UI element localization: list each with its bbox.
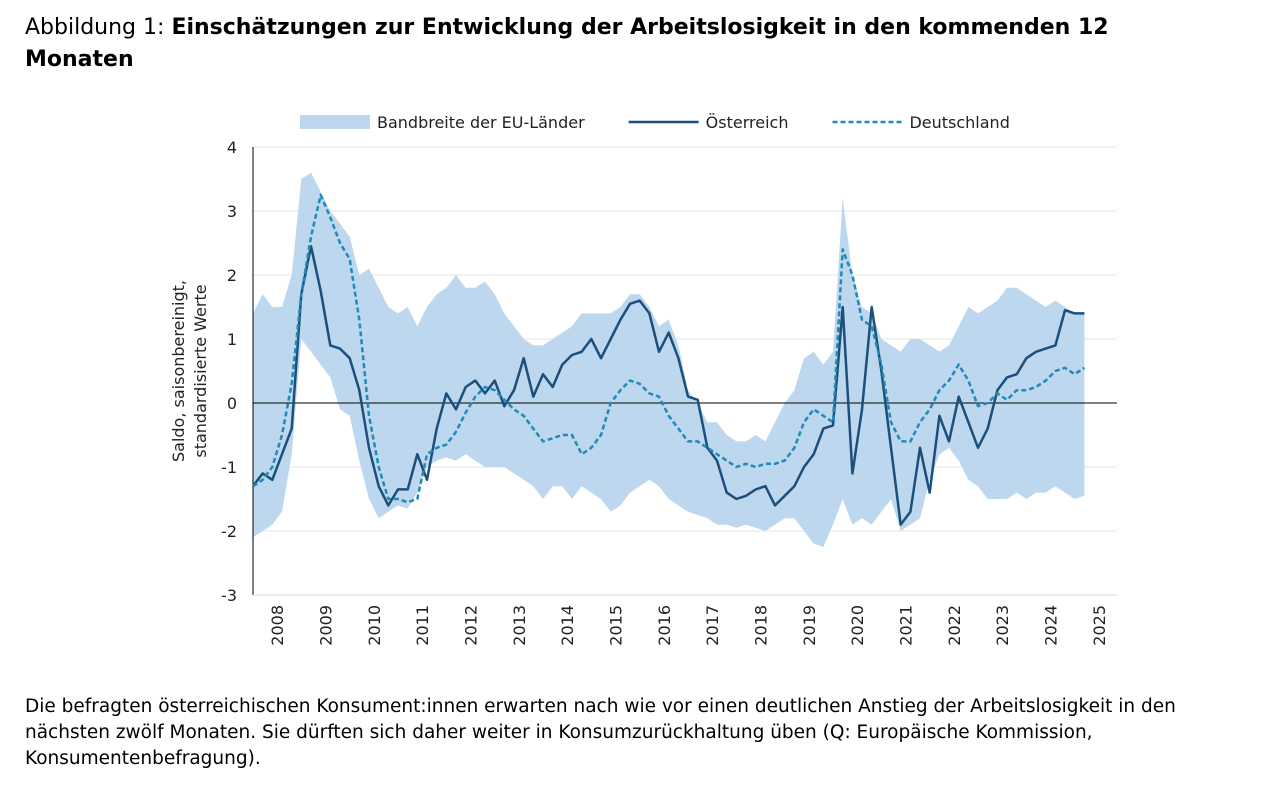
chart: -3 -2 -1 0 1 2 3 4 2008 2009 2010 2011 2012 2013 2014 2… xyxy=(169,113,1117,646)
y-tick-label: 0 xyxy=(227,394,237,413)
legend-label: Bandbreite der EU-Länder xyxy=(377,113,585,132)
x-tick-label: 2024 xyxy=(1042,605,1061,646)
title-prefix: Abbildung 1: xyxy=(25,15,165,40)
x-tick-label: 2014 xyxy=(558,605,577,646)
data-line xyxy=(252,244,1085,526)
x-tick-label: 2012 xyxy=(462,605,481,646)
y-tick-label: 3 xyxy=(227,202,237,221)
x-tick-label: 2022 xyxy=(945,605,964,646)
y-axis-label: Saldo, saisonbereinigt, xyxy=(169,280,188,462)
data-line xyxy=(252,193,1086,504)
x-tick-label: 2019 xyxy=(800,605,819,646)
x-tick-label: 2016 xyxy=(655,605,674,646)
x-tick-label: 2017 xyxy=(703,605,722,646)
legend-swatch xyxy=(300,115,370,129)
chart-title: Abbildung 1: Einschätzungen zur Entwickl… xyxy=(25,12,1215,76)
x-tick-label: 2021 xyxy=(897,605,916,646)
y-tick-label: 2 xyxy=(227,266,237,285)
legend-label: Österreich xyxy=(706,113,789,132)
x-tick-label: 2011 xyxy=(413,605,432,646)
x-tick-label: 2018 xyxy=(752,605,771,646)
y-tick-label: -2 xyxy=(221,522,237,541)
y-tick-label: -1 xyxy=(221,458,237,477)
y-tick-label: 4 xyxy=(227,138,237,157)
x-tick-label: 2009 xyxy=(317,605,336,646)
range-band xyxy=(253,172,1085,547)
x-tick-label: 2023 xyxy=(993,605,1012,646)
y-tick-label: -3 xyxy=(221,586,237,605)
y-tick-label: 1 xyxy=(227,330,237,349)
caption: Die befragten österreichischen Konsument… xyxy=(25,696,1176,769)
x-tick-label: 2025 xyxy=(1090,605,1109,646)
x-tick-label: 2020 xyxy=(848,605,867,646)
x-tick-label: 2015 xyxy=(607,605,626,646)
x-tick-label: 2010 xyxy=(365,605,384,646)
y-axis-label: standardisierte Werte xyxy=(191,284,210,457)
x-tick-label: 2013 xyxy=(510,605,529,646)
legend: Bandbreite der EU-Länder Österreich Deutsc… xyxy=(300,113,1010,132)
x-tick-label: 2008 xyxy=(268,605,287,646)
title-main: Einschätzungen zur Entwicklung der Arbei… xyxy=(25,15,1109,72)
legend-label: Deutschland xyxy=(909,113,1009,132)
